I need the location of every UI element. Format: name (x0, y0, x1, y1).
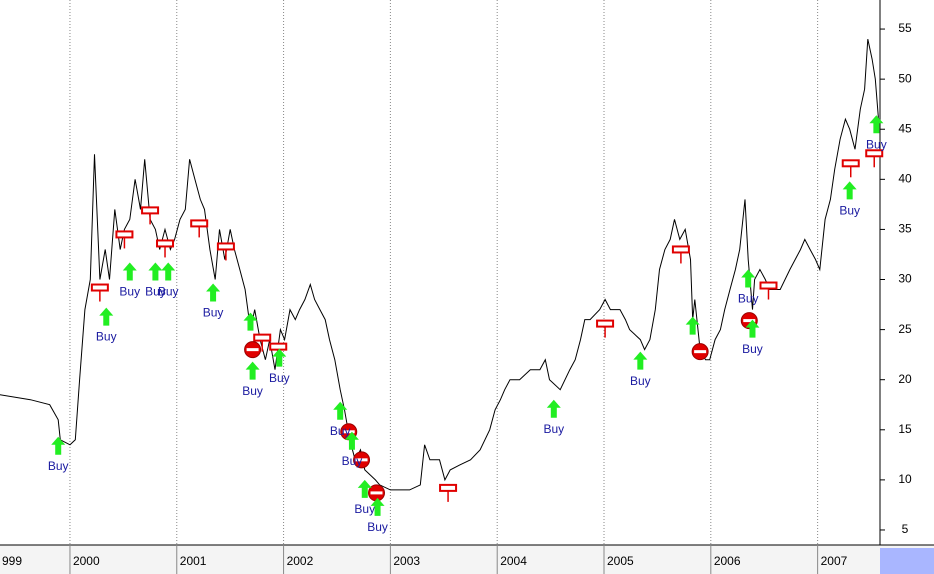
sell-flag-inner (143, 208, 158, 213)
stop-band (246, 348, 259, 352)
sell-flag-inner (271, 344, 286, 349)
buy-arrow (745, 319, 760, 338)
y-tick-label: 45 (898, 121, 912, 135)
buy-label: Buy (203, 306, 224, 320)
buy-arrow (148, 262, 163, 281)
stop-signal (244, 341, 262, 359)
stop-band (342, 430, 355, 434)
y-tick-label: 50 (898, 71, 912, 85)
price-line (0, 38, 879, 491)
y-tick-label: 40 (898, 172, 912, 186)
x-tick-label: 2006 (714, 554, 741, 568)
buy-arrow (741, 269, 756, 288)
x-tick-label: 2005 (607, 554, 634, 568)
sell-flag-inner (218, 244, 233, 249)
x-tick-label: 2000 (73, 554, 100, 568)
sell-flag-inner (192, 221, 207, 226)
buy-arrow (122, 262, 137, 281)
sell-signal (115, 230, 134, 249)
buy-label: Buy (543, 422, 564, 436)
buy-arrow (546, 399, 561, 418)
sell-flag-inner (598, 321, 613, 326)
sell-signal (190, 219, 209, 238)
buy-label: Buy (742, 342, 763, 356)
buy-arrow (370, 497, 385, 516)
buy-label: Buy (738, 292, 759, 306)
sell-signal (759, 281, 778, 300)
sell-flag-inner (441, 485, 456, 490)
x-tick-label: 2001 (180, 554, 207, 568)
y-tick-label: 35 (898, 222, 912, 236)
buy-label: Buy (354, 502, 375, 516)
time-axis-strip (0, 545, 934, 574)
sell-signal (216, 242, 235, 261)
buy-label: Buy (342, 454, 363, 468)
buy-label: Buy (145, 285, 166, 299)
y-tick-label: 30 (898, 272, 912, 286)
buy-label: Buy (630, 374, 651, 388)
y-tick-label: 55 (898, 21, 912, 35)
buy-label: Buy (839, 204, 860, 218)
buy-arrow (245, 361, 260, 380)
x-tick-label: 2007 (821, 554, 848, 568)
sell-signal (865, 149, 884, 168)
sell-signal (671, 245, 690, 264)
x-tick-label: 999 (2, 554, 22, 568)
y-tick-label: 25 (898, 322, 912, 336)
sell-signal (156, 239, 175, 258)
buy-arrow (99, 307, 114, 326)
y-tick-label: 10 (898, 472, 912, 486)
sell-flag-inner (761, 283, 776, 288)
sell-flag-inner (117, 232, 132, 237)
buy-arrow (51, 436, 66, 455)
buy-label: Buy (119, 285, 140, 299)
buy-arrow (842, 181, 857, 200)
y-tick-label: 5 (902, 522, 909, 536)
buy-label: Buy (866, 137, 887, 151)
buy-arrow (869, 115, 884, 134)
buy-arrow (161, 262, 176, 281)
buy-label: Buy (242, 384, 263, 398)
buy-arrow (633, 351, 648, 370)
y-tick-label: 15 (898, 422, 912, 436)
buy-label: Buy (48, 459, 69, 473)
buy-arrow (272, 348, 287, 367)
stop-signal (691, 343, 709, 361)
sell-flag-inner (843, 161, 858, 166)
stop-band (355, 458, 368, 462)
sell-signal (90, 283, 109, 302)
buy-label: Buy (158, 285, 179, 299)
y-tick-label: 20 (898, 372, 912, 386)
stop-signal (353, 451, 371, 469)
sell-flag-inner (158, 241, 173, 246)
sell-flag-inner (673, 247, 688, 252)
sell-flag-inner (867, 151, 882, 156)
buy-label: Buy (96, 330, 117, 344)
stop-band (370, 491, 383, 495)
x-tick-label: 2004 (500, 554, 527, 568)
buy-arrow (685, 316, 700, 335)
corner-box (880, 548, 934, 574)
x-tick-label: 2003 (393, 554, 420, 568)
stop-band (743, 319, 756, 323)
sell-flag-inner (92, 285, 107, 290)
sell-signal (141, 206, 160, 225)
sell-flag-inner (255, 335, 270, 340)
buy-arrow (357, 479, 372, 498)
x-tick-label: 2002 (287, 554, 314, 568)
buy-label: Buy (269, 371, 290, 385)
stop-band (694, 350, 707, 354)
buy-arrow (243, 312, 258, 331)
sell-signal (439, 483, 458, 502)
buy-arrow (344, 431, 359, 450)
buy-label: Buy (330, 424, 351, 438)
sell-signal (253, 333, 272, 352)
buy-arrow (206, 283, 221, 302)
sell-signal (596, 319, 615, 338)
buy-label: Buy (367, 520, 388, 534)
buy-arrow (333, 401, 348, 420)
sell-signal (841, 159, 860, 178)
